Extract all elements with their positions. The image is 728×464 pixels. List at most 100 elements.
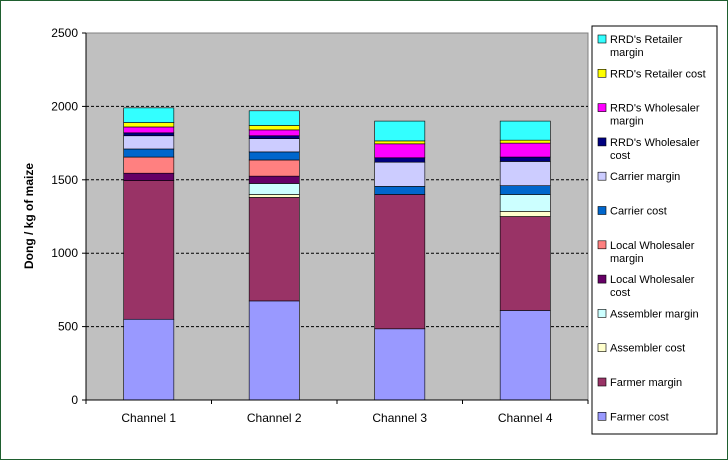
legend-label: margin (610, 253, 644, 265)
gridlines (86, 105, 588, 328)
bar-segment (248, 125, 300, 131)
bar-segment (248, 135, 300, 139)
bar-segment (374, 143, 426, 159)
legend-label: RRD's Retailer cost (610, 68, 706, 80)
bar-segment (248, 110, 300, 126)
legend-swatch (597, 34, 607, 44)
legend-label: Local Wholesaler (610, 274, 695, 286)
legend-label: RRD's Retailer (610, 34, 683, 46)
bar-segment (123, 132, 175, 137)
y-tick-label: 500 (58, 320, 78, 334)
legend-item: RRD's Retailer cost (597, 68, 706, 80)
bar-segment (499, 211, 551, 217)
y-tick-label: 2500 (51, 26, 78, 40)
legend-swatch (597, 240, 607, 250)
legend-label: RRD's Wholesaler (610, 137, 700, 149)
legend-swatch (597, 411, 607, 421)
legend-label: RRD's Wholesaler (610, 103, 700, 115)
bar-segment (499, 142, 551, 158)
bar-segment (248, 129, 300, 137)
bar-segment (374, 157, 426, 163)
legend-item: Assembler cost (597, 343, 685, 355)
legend-swatch (597, 137, 607, 147)
bar-stack (123, 107, 175, 401)
bar-segment (248, 175, 300, 184)
bar-segment (123, 172, 175, 181)
legend-item: Carrier margin (597, 171, 680, 183)
legend-label: Carrier cost (610, 206, 667, 218)
bar-segment (248, 138, 300, 153)
bar-segment (374, 161, 426, 187)
bar-segment (123, 180, 175, 320)
bar-stack (248, 110, 300, 401)
x-tick-label: Channel 1 (121, 411, 176, 425)
bar-segment (499, 216, 551, 311)
y-tick-label: 1500 (51, 173, 78, 187)
bar-segment (248, 197, 300, 302)
bar-stack (499, 120, 551, 401)
bar-segment (499, 120, 551, 141)
bars (123, 107, 551, 401)
legend-box (591, 25, 718, 435)
legend-swatch (597, 274, 607, 284)
legend-item: Farmer margin (597, 377, 682, 389)
legend-item: Assembler margin (597, 308, 699, 320)
bar-segment (499, 310, 551, 401)
bar-segment (374, 140, 426, 145)
legend-item: Farmer cost (597, 411, 669, 423)
legend-label: Farmer cost (610, 411, 669, 423)
x-tick-label: Channel 2 (247, 411, 302, 425)
y-axis-label: Dong / kg of maize (22, 163, 36, 269)
bar-segment (123, 318, 175, 401)
bar-segment (374, 186, 426, 195)
x-tick-label: Channel 3 (372, 411, 427, 425)
legend-item: Carrier cost (597, 206, 667, 218)
y-axis: 0 500 1000 1500 2000 2500 (51, 26, 87, 407)
legend-swatch (597, 103, 607, 112)
bar-segment (123, 107, 175, 123)
bar-segment (499, 161, 551, 186)
bar-segment (248, 194, 300, 198)
y-tick-label: 0 (71, 393, 78, 407)
bar-segment (499, 139, 551, 144)
legend-label: Assembler cost (610, 343, 685, 355)
bar-segment (248, 183, 300, 195)
bar-segment (499, 194, 551, 212)
bar-segment (123, 148, 175, 158)
legend-swatch (597, 309, 607, 318)
legend-swatch (597, 206, 607, 215)
bar-segment (374, 194, 426, 330)
bar-segment (499, 185, 551, 195)
bar-segment (123, 122, 175, 128)
bar-segment (374, 120, 426, 142)
legend-label: Local Wholesaler (610, 240, 695, 252)
y-tick-label: 1000 (51, 246, 78, 260)
bar-segment (499, 156, 551, 162)
legend-label: Farmer margin (610, 377, 682, 389)
legend-label: Carrier margin (610, 171, 680, 183)
x-tick-label: Channel 4 (498, 411, 553, 425)
legend-label: margin (610, 116, 644, 128)
bar-segment (248, 159, 300, 177)
bar-segment (123, 135, 175, 150)
bar-segment (123, 156, 175, 174)
y-tick-label: 2000 (51, 99, 78, 113)
legend-label: margin (610, 47, 644, 59)
x-axis: Channel 1 Channel 2 Channel 3 Channel 4 (85, 399, 589, 425)
legend-swatch (597, 343, 607, 353)
bar-segment (374, 328, 426, 401)
legend-label: Assembler margin (610, 308, 699, 320)
legend-swatch (597, 377, 607, 387)
legend-label: cost (610, 287, 630, 299)
legend-swatch (597, 171, 607, 181)
bar-stack (374, 120, 426, 401)
bar-segment (123, 126, 175, 134)
